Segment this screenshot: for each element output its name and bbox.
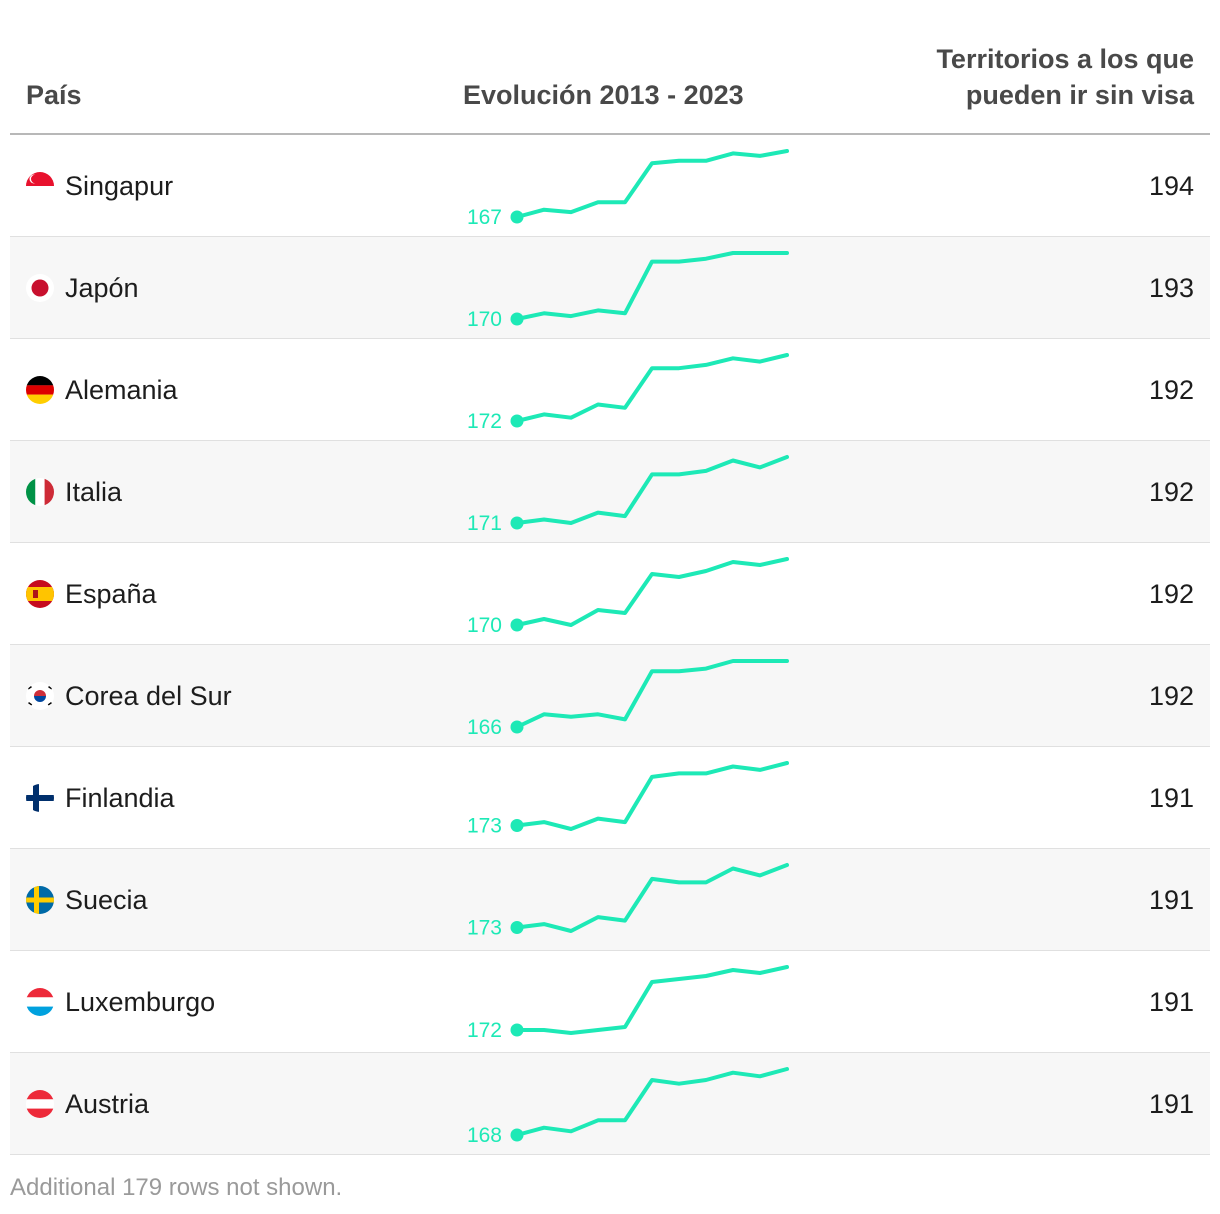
sparkline: 171 [467,455,789,535]
sparkline-start-label: 172 [467,410,502,433]
sparkline-series [515,965,789,1035]
country-name: Luxemburgo [65,987,216,1017]
table-row[interactable]: Austria 168 191 [10,1053,1210,1155]
sparkline-series [515,149,789,219]
table-row[interactable]: Japón 170 193 [10,237,1210,339]
passport-table: País Evolución 2013 - 2023 Territorios a… [10,0,1210,1155]
visa-free-count: 192 [1148,579,1194,609]
header-value[interactable]: Territorios a los que pueden ir sin visa [834,41,1194,113]
visa-free-count: 194 [1148,171,1194,201]
sparkline-series [515,251,789,321]
sparkline-series [515,863,789,933]
sparkline-start-label: 168 [467,1124,502,1147]
sparkline: 172 [467,965,789,1042]
sg-flag-icon [26,172,54,200]
sparkline: 170 [467,557,789,637]
country-name: España [65,579,157,609]
sparkline-start-label: 171 [467,512,502,535]
visa-free-count: 191 [1148,885,1194,915]
table-row[interactable]: España 170 192 [10,543,1210,645]
it-flag-icon [26,478,54,506]
header-value-line2: pueden ir sin visa [965,80,1194,110]
sparkline-series [515,761,789,831]
table-header: País Evolución 2013 - 2023 Territorios a… [10,0,1210,135]
visa-free-count: 191 [1148,1089,1194,1119]
country-name: Italia [65,477,123,507]
sparkline-series [515,455,789,525]
sparkline-series [515,557,789,627]
visa-free-count: 191 [1148,783,1194,813]
lu-flag-icon [26,988,54,1016]
table-row[interactable]: Italia 171 192 [10,441,1210,543]
sparkline-start-label: 172 [467,1019,502,1042]
table-row[interactable]: Suecia 173 191 [10,849,1210,951]
sparkline-start-point [510,720,524,734]
jp-flag-icon [26,274,54,302]
table-row[interactable]: Finlandia 173 191 [10,747,1210,849]
country-name: Austria [65,1089,150,1119]
country-name: Singapur [65,171,174,201]
sparkline: 166 [467,659,789,739]
header-trend: Evolución 2013 - 2023 [463,80,744,110]
visa-free-count: 192 [1148,375,1194,405]
table-body: Singapur 167 194 Japón 170 193 Alemania 172 192 I… [10,135,1210,1155]
country-name: Alemania [65,375,178,405]
country-name: Finlandia [65,783,175,813]
se-flag-icon [26,886,54,914]
es-flag-icon [26,580,54,608]
visa-free-count: 192 [1148,681,1194,711]
at-flag-icon [26,1090,54,1118]
sparkline-series [515,659,789,729]
sparkline: 167 [467,149,789,229]
table-row[interactable]: Singapur 167 194 [10,135,1210,237]
sparkline-start-point [510,516,524,530]
sparkline-series [515,353,789,423]
sparkline-start-label: 173 [467,815,502,838]
sparkline-start-point [510,210,524,224]
table-row[interactable]: Corea del Sur 166 192 [10,645,1210,747]
visa-free-count: 192 [1148,477,1194,507]
sparkline-start-point [510,618,524,632]
sparkline-start-point [510,1128,524,1142]
visa-free-count: 193 [1148,273,1194,303]
sparkline-start-point [510,1023,524,1037]
header-value-line1: Territorios a los que [936,44,1194,74]
sparkline: 172 [467,353,789,433]
sparkline-series [515,1067,789,1137]
footnote: Additional 179 rows not shown. [10,1174,343,1201]
country-name: Suecia [65,885,148,915]
de-flag-icon [26,376,54,404]
sparkline-start-label: 170 [467,308,502,331]
table-row[interactable]: Alemania 172 192 [10,339,1210,441]
table-row[interactable]: Luxemburgo 172 191 [10,951,1210,1053]
country-name: Corea del Sur [65,681,232,711]
sparkline: 168 [467,1067,789,1147]
sparkline-start-point [510,312,524,326]
kr-flag-icon [26,682,54,710]
sparkline: 173 [467,761,789,838]
sparkline-start-label: 173 [467,917,502,940]
sparkline-start-label: 166 [467,716,502,739]
fi-flag-icon [26,784,54,812]
header-country[interactable]: País [26,80,82,110]
sparkline: 170 [467,251,789,331]
sparkline: 173 [467,863,789,940]
sparkline-start-point [510,414,524,428]
sparkline-start-point [510,921,524,935]
visa-free-count: 191 [1148,987,1194,1017]
country-name: Japón [65,273,139,303]
sparkline-start-label: 170 [467,614,502,637]
sparkline-start-point [510,819,524,833]
sparkline-start-label: 167 [467,206,502,229]
